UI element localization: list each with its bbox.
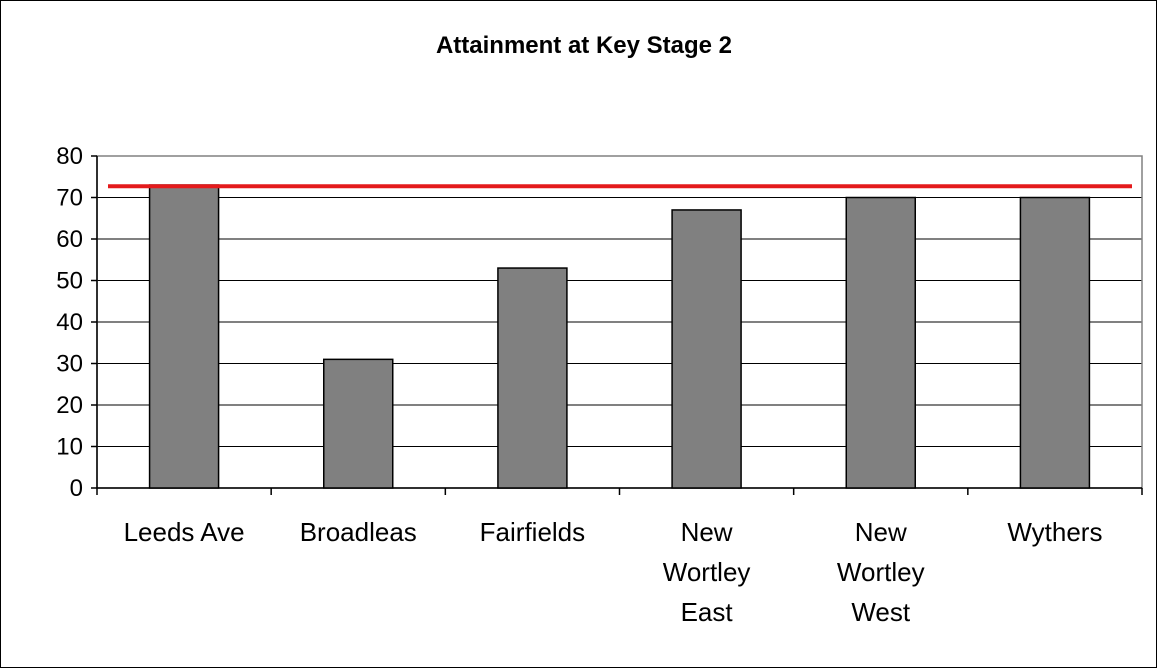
y-tick-label: 60 (56, 226, 83, 253)
y-tick-label: 80 (56, 143, 83, 170)
x-tick-label: Fairfields (480, 517, 585, 547)
x-tick-label: New Wortley East (663, 517, 751, 627)
x-tick-label-line: West (851, 597, 911, 627)
x-tick-label-line: New (855, 517, 907, 547)
plot-area: 0 10 20 30 40 50 60 70 80 Leeds Ave Broadleas Fairf… (56, 143, 1143, 627)
bar-wythers (1019, 196, 1091, 489)
bar-new-wortley-west (845, 196, 916, 489)
x-tick-label-line: East (681, 597, 734, 627)
x-tick-label-line: Leeds Ave (124, 517, 245, 547)
x-tick-label: Broadleas (300, 517, 417, 547)
y-tick-label: 70 (56, 185, 83, 212)
x-tick-label: Wythers (1007, 517, 1102, 547)
x-tick-label-line: Fairfields (480, 517, 585, 547)
x-tick-label-line: Wortley (837, 557, 925, 587)
bar-new-wortley-east (671, 209, 742, 489)
x-tick-label: New Wortley West (837, 517, 925, 627)
bar-fairfields (497, 267, 568, 489)
bar-broadleas (323, 358, 394, 489)
y-tick-label: 40 (56, 309, 83, 336)
y-tick-label: 0 (70, 475, 83, 502)
x-tick-label-line: Wortley (663, 557, 751, 587)
x-tick-label-line: Broadleas (300, 517, 417, 547)
x-tick-label: Leeds Ave (124, 517, 245, 547)
y-tick-label: 20 (56, 392, 83, 419)
y-tick-label: 30 (56, 351, 83, 378)
y-tick-label: 10 (56, 434, 83, 461)
x-tick-label-line: New (681, 517, 733, 547)
x-tick-label-line: Wythers (1007, 517, 1102, 547)
y-tick-label: 50 (56, 268, 83, 295)
bar-leeds-ave (148, 184, 220, 489)
chart-title: Attainment at Key Stage 2 (436, 32, 732, 59)
